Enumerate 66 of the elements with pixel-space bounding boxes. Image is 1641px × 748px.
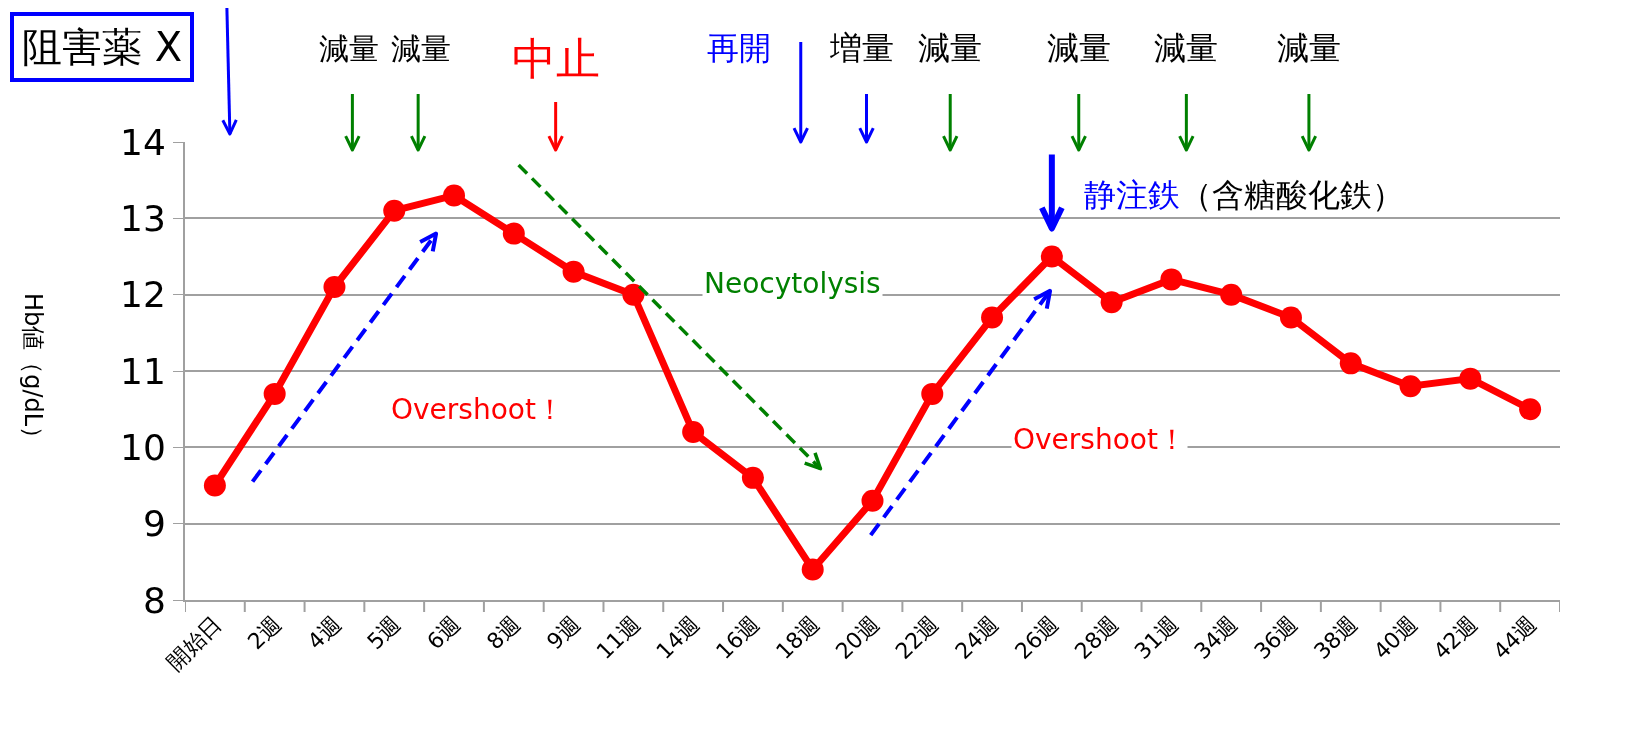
text: 増量 (829, 29, 894, 67)
annotation: Overshoot！ (1013, 423, 1186, 456)
y-tick-label: 13 (119, 197, 166, 239)
x-tick-label: 6週 (422, 611, 466, 655)
text: 減量 (1277, 29, 1341, 67)
point (1220, 283, 1243, 306)
x-tick-label: 9週 (541, 611, 585, 655)
text: 減量 (391, 31, 451, 66)
x-tick-label: 44週 (1488, 611, 1542, 665)
x-tick-label: 22週 (890, 611, 944, 665)
point (1040, 245, 1063, 268)
x-tick-label: 42週 (1428, 611, 1482, 665)
x-tick-label: 4週 (302, 611, 346, 655)
x-tick-label: 14週 (651, 611, 705, 665)
point (741, 466, 764, 489)
point (1160, 268, 1183, 291)
x-tick-label: 18週 (771, 611, 825, 665)
x-tick-label: 2週 (242, 611, 286, 655)
x-tick-label: 34週 (1189, 611, 1243, 665)
x-tick-label: 31週 (1129, 611, 1183, 665)
point (921, 382, 944, 405)
point (861, 489, 884, 512)
point (203, 474, 226, 497)
text: 減量 (918, 29, 982, 67)
point (323, 276, 346, 299)
x-tick-label: 11週 (591, 611, 645, 665)
y-tick-label: 11 (119, 350, 166, 392)
x-tick-label: 24週 (950, 611, 1004, 665)
point (981, 306, 1004, 329)
x-tick-label: 38週 (1309, 611, 1363, 665)
y-tick-label: 10 (119, 426, 166, 468)
point (383, 199, 406, 222)
annotation: Overshoot！ (391, 393, 564, 426)
point (502, 222, 525, 245)
point (1519, 398, 1542, 421)
point (443, 184, 466, 207)
point (682, 421, 705, 444)
x-tick-label: 5週 (362, 611, 406, 655)
text: 減量 (1047, 29, 1111, 67)
x-tick-label: 26週 (1010, 611, 1064, 665)
point (801, 558, 824, 581)
point (622, 283, 645, 306)
point (1339, 352, 1362, 375)
y-tick-label: 12 (119, 274, 166, 316)
y-tick-label: 9 (142, 503, 166, 545)
x-tick-label: 16週 (711, 611, 765, 665)
text: 減量 (319, 31, 379, 66)
point (1399, 375, 1422, 398)
text: 減量 (1154, 29, 1218, 67)
point (1459, 367, 1482, 390)
x-tick-label: 36週 (1249, 611, 1303, 665)
y-tick-label: 14 (119, 121, 166, 163)
point (562, 260, 585, 283)
chart-title: 阻害薬 X (22, 24, 183, 70)
point (1100, 291, 1123, 314)
x-tick-label: 40週 (1368, 611, 1422, 665)
annotation: Neocytolysis (704, 267, 881, 300)
text: 再開 (707, 29, 771, 67)
point (263, 382, 286, 405)
x-tick-label: 28週 (1069, 611, 1123, 665)
y-axis-title: Hb値（g/dL） (19, 293, 47, 451)
point (1279, 306, 1302, 329)
x-tick-label: 8週 (481, 611, 526, 655)
annotation: 静注鉄（含糖酸化鉄） (1084, 176, 1404, 214)
text: 中止 (512, 33, 600, 84)
x-tick-label: 20週 (830, 611, 884, 665)
